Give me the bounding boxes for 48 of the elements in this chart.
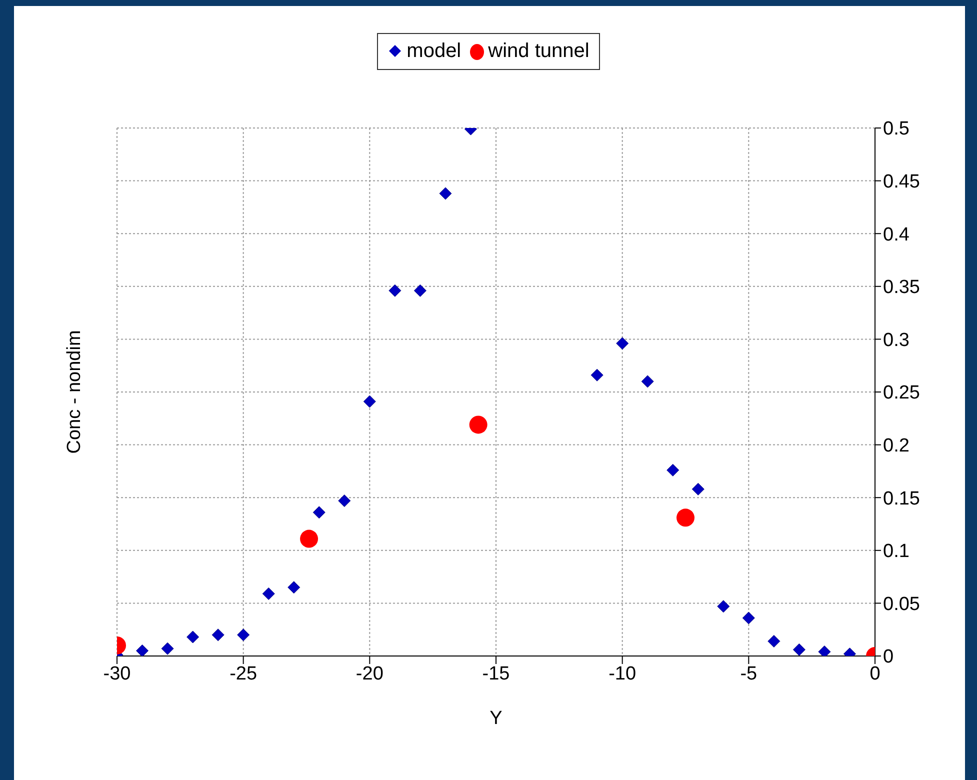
y-axis-title: Conc - nondim [64,330,86,454]
x-axis-title: Y [490,708,503,729]
point [641,375,654,388]
x-tick-label: 0 [870,663,880,684]
y-tick-label: 0.1 [883,541,910,562]
point [312,506,326,519]
point [742,612,755,624]
y-tick-label: 0.05 [883,594,920,615]
point [186,630,200,644]
y-tick-label: 0.35 [883,277,920,298]
point [288,581,300,594]
y-tick-label: 0.3 [883,330,910,351]
x-tick-label: -20 [356,663,384,684]
point [414,284,426,297]
point [300,530,318,548]
legend-label: model [406,40,462,63]
x-tick-label: -25 [230,663,258,684]
y-tick-label: 0 [883,646,894,668]
point [768,634,780,648]
point [212,628,224,642]
point [161,642,174,655]
y-tick-label: 0.15 [883,488,920,510]
point [590,368,604,382]
point [616,337,629,350]
point [692,482,704,496]
y-tick-label: 0.25 [883,382,920,404]
y-tick-label: 0.2 [883,436,910,457]
point [439,187,452,200]
y-tick-label: 0.5 [883,118,910,140]
point [338,494,351,508]
point [818,646,831,656]
point [237,628,250,642]
x-tick-label: -30 [103,663,131,684]
point [262,587,275,600]
point [363,395,376,408]
x-tick-label: -10 [608,663,636,684]
legend-label: wind tunnel [488,40,590,63]
point [717,600,730,613]
x-tick-label: -5 [740,663,758,684]
point [676,508,694,527]
point [136,644,149,656]
point [792,643,806,656]
y-tick-label: 0.45 [883,172,920,193]
y-tick-label: 0.4 [883,224,910,246]
point [388,284,402,297]
point [469,416,488,434]
x-tick-label: -15 [482,663,510,684]
point [666,464,680,476]
